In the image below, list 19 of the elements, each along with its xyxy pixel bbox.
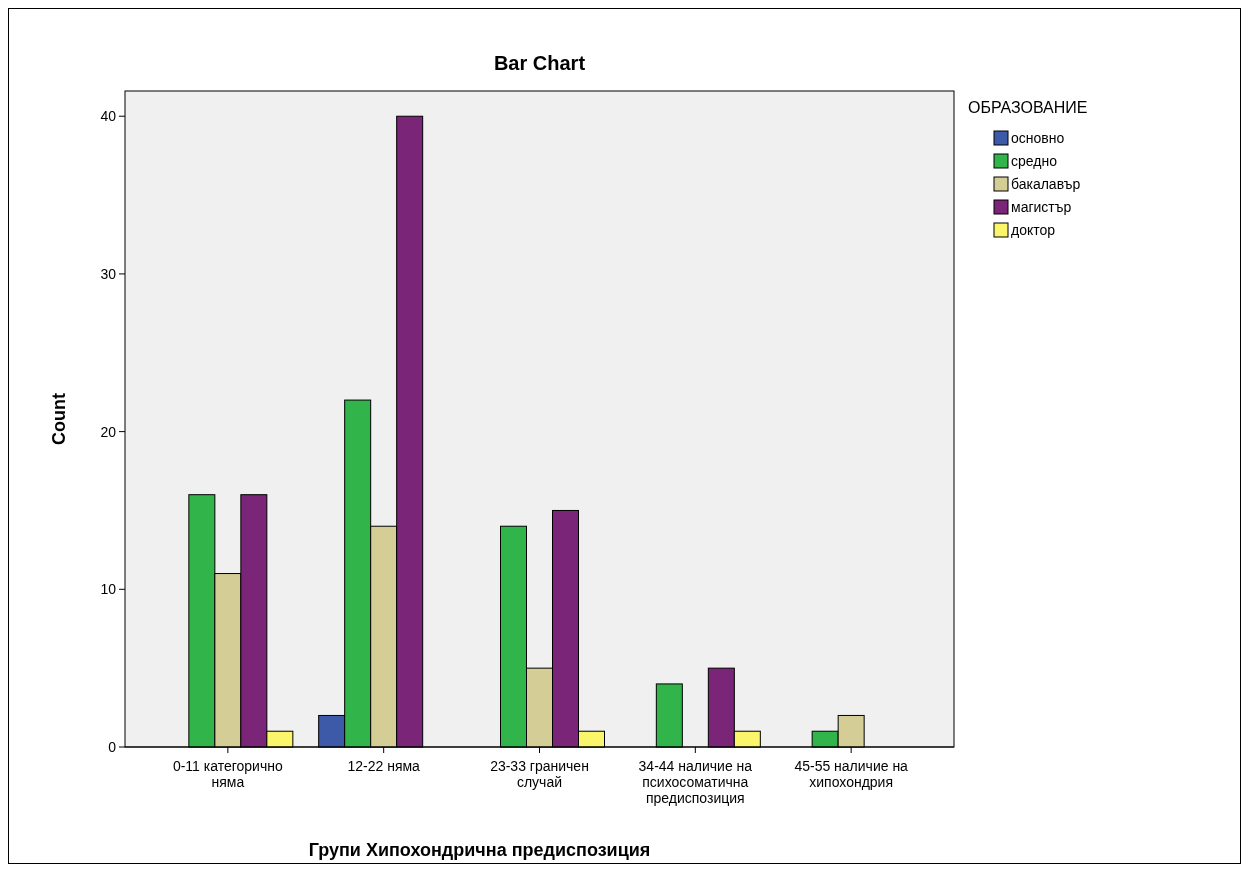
y-axis-title: Count [49, 393, 69, 445]
x-axis-title: Групи Хипохондрична предиспозиция [308, 840, 651, 860]
x-tick-label: 0-11 категорично няма [172, 758, 283, 790]
x-tick-label: 45-55 наличие на хипохондрия [794, 758, 909, 790]
y-tick-label: 0 [108, 738, 117, 755]
legend-label: бакалавър [1011, 175, 1081, 192]
legend-label: основно [1011, 129, 1065, 146]
legend-label: доктор [1011, 221, 1056, 238]
chart-title: Bar Chart [493, 52, 586, 74]
y-tick-label: 30 [100, 265, 117, 282]
y-tick-label: 10 [100, 581, 117, 598]
legend-label: средно [1011, 152, 1058, 169]
legend-label: магистър [1011, 198, 1072, 215]
y-tick-label: 20 [100, 423, 117, 440]
x-tick-label: 34-44 наличие на психосоматична предиспозиция [638, 758, 753, 806]
legend-title: ОБРАЗОВАНИЕ [968, 99, 1088, 116]
y-tick-label: 40 [100, 108, 117, 125]
x-tick-label: 23-33 граничен случай [490, 758, 589, 790]
x-tick-label: 12-22 няма [347, 758, 421, 774]
